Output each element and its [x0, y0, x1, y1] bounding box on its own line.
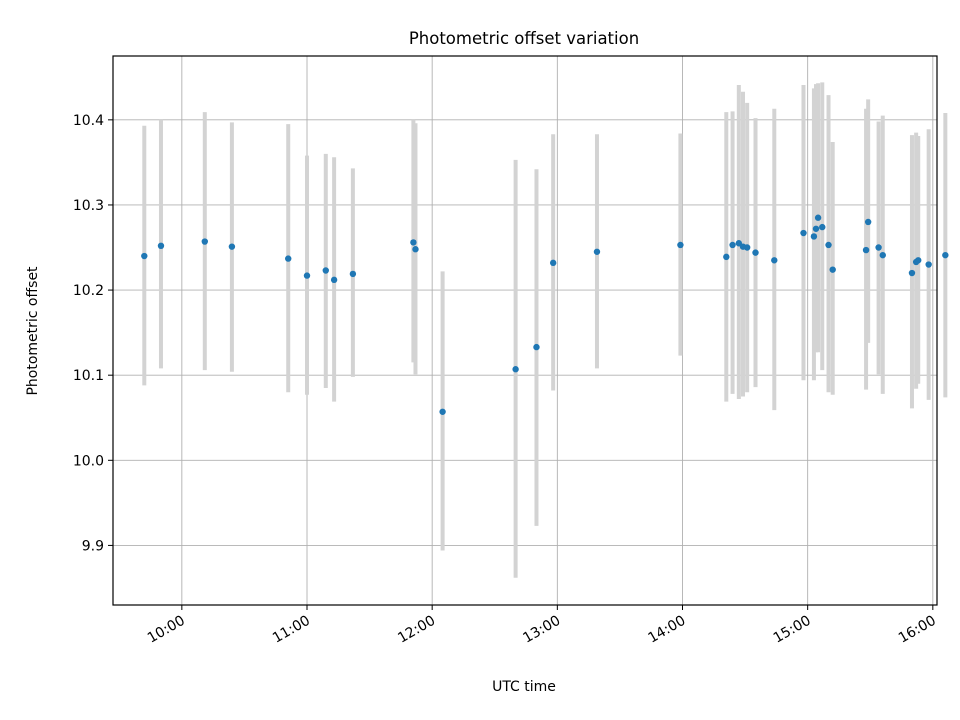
- x-axis-label: UTC time: [492, 679, 556, 695]
- data-point: [723, 253, 730, 261]
- data-point: [322, 267, 329, 274]
- y-tick-label: 9.9: [82, 538, 104, 554]
- x-tick-label: 11:00: [270, 613, 313, 647]
- y-axis-ticks: 9.9 10.0 10.1 10.2 10.3 10.4: [73, 113, 113, 554]
- data-point: [862, 246, 870, 254]
- x-tick-label: 10:00: [145, 613, 188, 647]
- data-point: [915, 257, 922, 264]
- data-points: [141, 214, 949, 415]
- data-point: [814, 214, 822, 221]
- data-point: [533, 343, 540, 351]
- grid: [113, 56, 937, 605]
- y-axis-label: Photometric offset: [25, 266, 41, 396]
- data-point: [201, 238, 208, 245]
- data-point: [908, 269, 916, 277]
- data-point: [512, 366, 519, 373]
- data-point: [330, 276, 338, 284]
- data-point: [829, 266, 836, 273]
- data-point: [819, 223, 826, 231]
- data-point: [752, 249, 759, 256]
- y-tick-label: 10.4: [73, 113, 104, 129]
- data-point: [285, 255, 292, 262]
- data-point: [729, 241, 736, 249]
- x-tick-label: 15:00: [771, 613, 814, 647]
- plot-frame: [112, 55, 938, 606]
- data-point: [771, 257, 778, 264]
- data-point: [349, 270, 357, 278]
- chart-title: Photometric offset variation: [409, 29, 639, 48]
- data-point: [141, 252, 148, 260]
- y-tick-label: 10.2: [73, 283, 104, 299]
- data-point: [410, 239, 417, 246]
- data-point: [942, 251, 949, 259]
- data-point: [677, 241, 684, 249]
- x-tick-label: 13:00: [520, 613, 563, 647]
- y-tick-label: 10.0: [73, 453, 104, 469]
- y-tick-label: 10.1: [73, 368, 104, 384]
- x-tick-label: 12:00: [395, 613, 438, 647]
- data-point: [875, 244, 882, 251]
- data-point: [157, 242, 165, 250]
- data-point: [303, 272, 311, 279]
- data-point: [812, 225, 820, 232]
- x-tick-label: 16:00: [896, 613, 939, 647]
- data-point: [743, 244, 751, 251]
- x-axis-ticks: 10:00 11:00 12:00 13:00 14:00 15:00 16:00: [145, 605, 939, 647]
- data-point: [412, 246, 419, 253]
- x-tick-label: 14:00: [646, 613, 689, 647]
- data-point: [228, 243, 236, 250]
- data-point: [925, 261, 932, 268]
- data-point: [864, 218, 872, 226]
- data-point: [879, 251, 886, 259]
- data-point: [549, 259, 557, 267]
- data-point: [800, 229, 807, 237]
- data-point: [825, 241, 832, 249]
- data-point: [593, 248, 601, 255]
- data-point: [810, 233, 818, 240]
- error-bars: [142, 82, 948, 578]
- y-tick-label: 10.3: [73, 198, 104, 214]
- data-point: [439, 408, 446, 415]
